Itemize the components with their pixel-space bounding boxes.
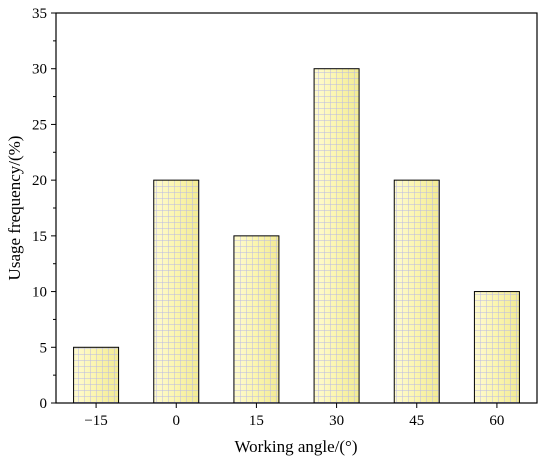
y-tick-label: 35 [32, 6, 47, 22]
bar [313, 68, 360, 404]
x-tick-label: 60 [489, 413, 504, 429]
bar [233, 235, 280, 404]
y-tick-label: 15 [32, 229, 47, 245]
y-tick-label: 20 [32, 173, 47, 189]
x-tick-label: −15 [84, 413, 107, 429]
y-tick-label: 30 [32, 62, 47, 78]
y-tick-label: 25 [32, 117, 47, 133]
x-tick-label: 0 [173, 413, 181, 429]
x-tick-label: 30 [329, 413, 344, 429]
bar [153, 179, 200, 404]
x-tick-label: 45 [409, 413, 424, 429]
plot-frame [55, 12, 538, 404]
y-tick-label: 10 [32, 285, 47, 301]
bar [73, 346, 120, 404]
axis-ticks: −15 0 15 30 45 60 0 5 10 15 20 25 30 35 [32, 6, 504, 429]
x-axis-title: Working angle/(°) [235, 437, 358, 456]
bar [473, 291, 520, 404]
y-tick-label: 0 [40, 396, 48, 412]
bars [73, 68, 520, 404]
y-axis-title: Usage frequency/(%) [5, 136, 24, 281]
y-tick-label: 5 [40, 340, 48, 356]
x-tick-label: 15 [249, 413, 264, 429]
bar [393, 179, 440, 404]
